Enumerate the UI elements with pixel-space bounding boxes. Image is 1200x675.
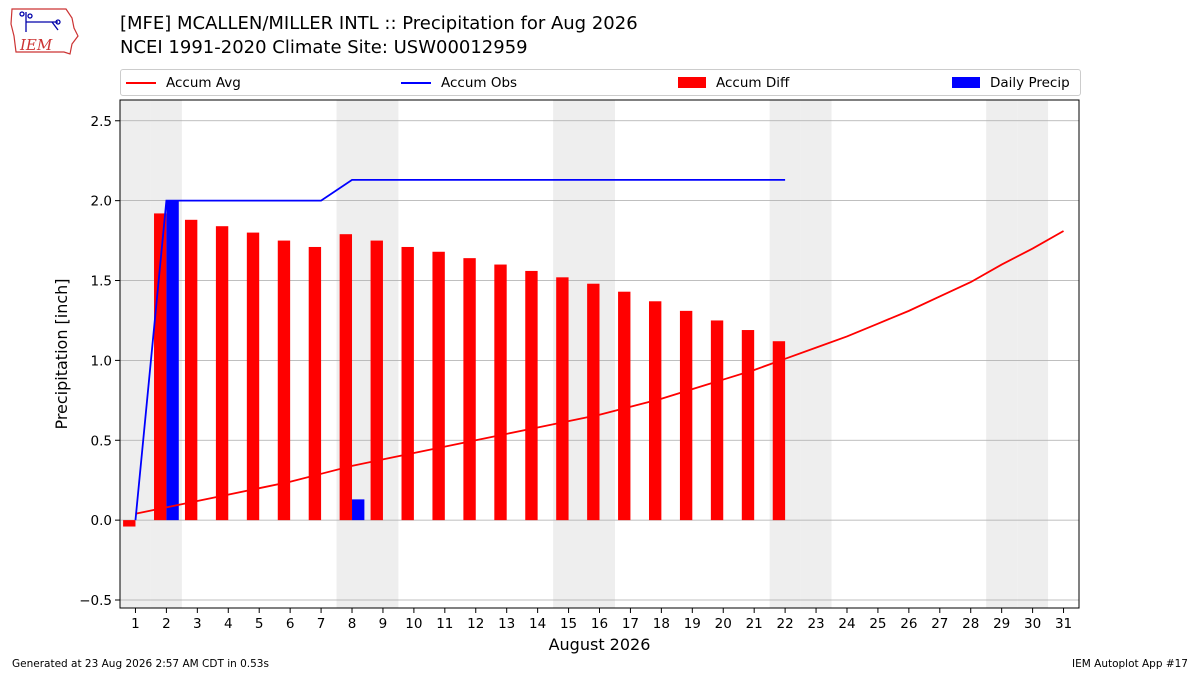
- x-tick-label: 1: [131, 616, 140, 632]
- x-tick-label: 24: [838, 616, 855, 632]
- footer-generated: Generated at 23 Aug 2026 2:57 AM CDT in …: [12, 658, 269, 670]
- diff-bar-day-8: [339, 234, 353, 521]
- diff-bar-day-11: [432, 251, 445, 521]
- diff-bar-day-6: [277, 240, 291, 521]
- diff-bar-day-13: [494, 264, 507, 521]
- legend-item-avg: Accum Avg: [126, 70, 241, 95]
- x-tick-label: 18: [653, 616, 670, 632]
- x-tick-label: 10: [405, 616, 422, 632]
- y-tick-label: −0.5: [79, 593, 112, 609]
- legend-item-daily: Daily Precip: [952, 70, 1070, 95]
- y-tick-label: 1.5: [91, 274, 112, 290]
- diff-bar-day-19: [679, 310, 693, 521]
- diff-bar-day-10: [401, 246, 414, 521]
- bar-series: [123, 200, 786, 527]
- y-tick-label: 0.5: [91, 433, 112, 449]
- line-series: [134, 178, 1064, 521]
- x-tick-label: 14: [529, 616, 546, 632]
- x-axis-label: August 2026: [549, 635, 651, 654]
- x-tick-label: 4: [224, 616, 233, 632]
- footer-app: IEM Autoplot App #17: [1072, 658, 1188, 670]
- legend: Accum Avg Accum Obs Accum Diff Daily Pre…: [120, 69, 1081, 96]
- iem-logo-text: IEM: [19, 36, 53, 54]
- legend-obs-label: Accum Obs: [441, 74, 518, 91]
- x-tick-label: 21: [746, 616, 763, 632]
- legend-daily-label: Daily Precip: [990, 74, 1070, 91]
- x-tick-label: 30: [1024, 616, 1041, 632]
- iem-logo: IEM: [10, 8, 79, 55]
- y-axis-label: Precipitation [inch]: [52, 278, 71, 429]
- weekend-band-day-30: [1017, 100, 1049, 608]
- x-tick-label: 17: [622, 616, 639, 632]
- legend-item-diff: Accum Diff: [678, 70, 789, 95]
- diff-bar-day-21: [741, 330, 755, 521]
- weekend-band-day-29: [986, 100, 1018, 608]
- x-tick-label: 23: [807, 616, 824, 632]
- diff-bar-day-5: [246, 232, 260, 521]
- x-tick-label: 13: [498, 616, 515, 632]
- x-tick-label: 7: [317, 616, 326, 632]
- y-tick-label: 1.0: [91, 353, 112, 369]
- y-tick-label: 0.0: [91, 513, 112, 529]
- x-tick-label: 31: [1055, 616, 1072, 632]
- diff-bar-day-7: [308, 246, 322, 521]
- legend-obs-line: [401, 81, 431, 84]
- x-tick-label: 6: [286, 616, 295, 632]
- y-tick-label: 2.5: [91, 114, 112, 130]
- x-tick-label: 27: [931, 616, 948, 632]
- diff-bar-day-3: [184, 219, 198, 521]
- legend-diff-label: Accum Diff: [716, 74, 790, 91]
- diff-bar-day-1: [123, 520, 136, 527]
- diff-bar-day-14: [525, 270, 538, 521]
- diff-bar-day-4: [215, 226, 229, 521]
- chart-subtitle: NCEI 1991-2020 Climate Site: USW00012959: [120, 37, 528, 58]
- x-tick-label: 22: [777, 616, 794, 632]
- accum-obs-line: [134, 178, 786, 521]
- weekend-band-day-1: [120, 100, 151, 608]
- chart-title: [MFE] MCALLEN/MILLER INTL :: Precipitati…: [120, 13, 638, 34]
- x-tick-label: 28: [962, 616, 979, 632]
- diff-bar-day-18: [648, 301, 662, 521]
- legend-item-obs: Accum Obs: [401, 70, 517, 95]
- x-tick-label: 3: [193, 616, 202, 632]
- daily-bar-day-2: [166, 200, 179, 521]
- diff-bar-day-12: [463, 258, 476, 521]
- diff-bar-day-17: [618, 291, 631, 521]
- y-tick-label: 2.0: [91, 194, 112, 210]
- axes: −0.50.00.51.01.52.02.51 2 3 4 5 6 7 8 9 10 11 12 13 1…: [79, 114, 1072, 632]
- diff-bar-day-22: [772, 341, 786, 521]
- x-tick-label: 15: [560, 616, 577, 632]
- legend-avg-label: Accum Avg: [166, 74, 241, 91]
- x-tick-label: 8: [348, 616, 357, 632]
- x-tick-label: 2: [162, 616, 171, 632]
- x-tick-label: 25: [869, 616, 886, 632]
- x-tick-label: 20: [715, 616, 732, 632]
- x-tick-label: 16: [591, 616, 608, 632]
- x-tick-label: 26: [900, 616, 917, 632]
- diff-bar-day-15: [556, 277, 569, 521]
- legend-avg-line: [126, 81, 156, 84]
- x-tick-label: 5: [255, 616, 264, 632]
- x-tick-label: 19: [684, 616, 701, 632]
- daily-bar-day-8: [352, 499, 365, 521]
- legend-daily-patch: [952, 77, 980, 88]
- diff-bar-day-9: [370, 240, 383, 521]
- x-tick-label: 11: [436, 616, 453, 632]
- legend-diff-patch: [678, 77, 706, 88]
- accum-avg-line: [135, 230, 1064, 515]
- diff-bar-day-16: [587, 283, 600, 521]
- x-tick-label: 9: [379, 616, 388, 632]
- x-tick-label: 12: [467, 616, 484, 632]
- x-tick-label: 29: [993, 616, 1010, 632]
- weekend-band-day-23: [800, 100, 832, 608]
- diff-bar-day-20: [710, 320, 724, 521]
